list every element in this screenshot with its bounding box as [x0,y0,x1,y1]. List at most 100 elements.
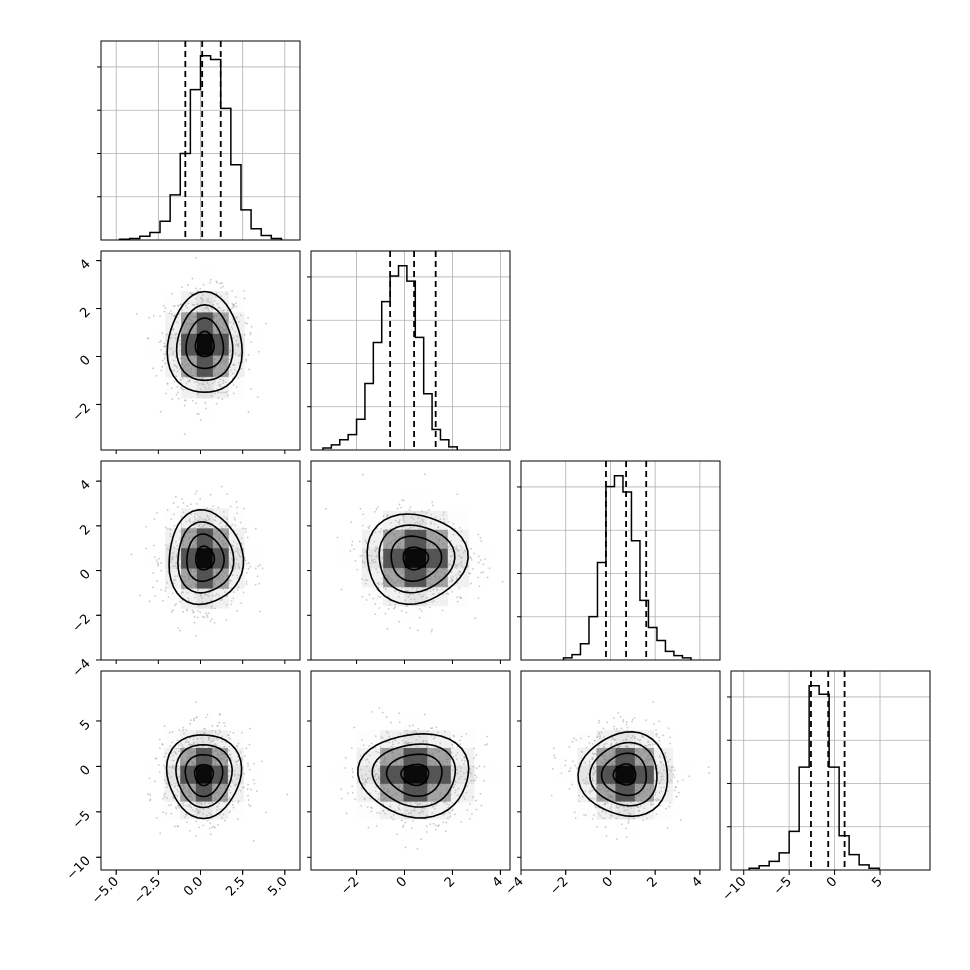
scatter-point [152,572,155,575]
scatter-point [167,772,170,775]
scatter-point [419,523,422,526]
scatter-point [170,803,172,806]
scatter-point [425,596,428,599]
scatter-point [241,537,243,539]
scatter-point [213,380,216,383]
density-cell [195,712,213,731]
scatter-point [199,287,202,290]
scatter-point [184,728,187,731]
scatter-point [374,774,377,777]
scatter-point [370,806,373,809]
scatter-point [199,526,202,529]
scatter-point [237,577,239,579]
scatter-point [163,725,166,727]
scatter-point [417,727,420,730]
scatter-point [380,561,383,564]
density-cell [196,376,214,399]
scatter-point [172,502,175,504]
scatter-point [175,375,178,378]
scatter-point [407,742,410,745]
scatter-point [417,517,420,520]
scatter-point [233,306,235,308]
scatter-point [456,493,459,496]
scatter-point [219,383,222,386]
scatter-point [627,812,630,815]
scatter-point [232,336,235,339]
scatter-point [378,761,381,764]
scatter-point [173,524,176,527]
scatter-point [387,608,390,610]
scatter-point [448,803,451,806]
scatter-point [169,310,172,312]
scatter-point [456,600,459,603]
scatter-point [620,727,623,730]
scatter-point [250,388,253,390]
scatter-point [167,570,169,573]
scatter-point [412,724,414,727]
scatter-point [161,743,164,745]
scatter-point [385,716,388,718]
scatter-point [228,581,231,584]
scatter-point [368,754,371,757]
scatter-point [197,809,200,812]
scatter-point [189,829,191,832]
scatter-point [402,499,405,502]
scatter-point [170,313,173,316]
scatter-point [477,576,480,579]
scatter-point [250,788,252,791]
scatter-point [148,316,151,319]
scatter-point [236,512,238,515]
scatter-point [239,751,242,753]
scatter-point [235,386,238,388]
scatter-point [208,737,210,740]
scatter-point [654,793,657,796]
scatter-point [458,526,461,529]
scatter-point [175,567,178,570]
scatter-point [449,563,452,566]
scatter-point [472,779,475,782]
scatter-point [410,598,412,601]
scatter-point [455,545,458,547]
scatter-point [209,301,212,304]
scatter-point [427,730,429,733]
scatter-point [215,737,218,740]
density-cell [403,712,428,731]
scatter-point [161,359,164,362]
density-cell [196,548,214,569]
scatter-point [228,749,231,752]
scatter-point [232,320,235,323]
scatter-point [203,383,206,386]
scatter-point [435,587,438,590]
scatter-point [217,306,220,309]
scatter-point [423,713,426,716]
panel-content [324,473,504,633]
scatter-point [178,775,181,778]
scatter-point [368,562,371,565]
scatter-point [398,620,401,623]
scatter-point [404,821,407,824]
scatter-point [379,745,382,748]
scatter-point [167,596,170,599]
scatter-point [211,802,214,805]
scatter-point [209,281,211,284]
scatter-point [229,348,232,351]
scatter-point [463,756,466,759]
scatter-point [232,597,235,600]
scatter-point [145,525,148,528]
scatter-point [229,738,232,741]
density-cell [361,586,384,607]
scatter-point [166,797,169,799]
scatter-point [228,789,231,792]
scatter-point [231,523,234,526]
scatter-point [193,304,196,306]
scatter-point [199,296,202,299]
scatter-point [192,521,195,523]
scatter-point [372,561,375,564]
scatter-point [198,801,201,804]
scatter-point [222,382,225,385]
scatter-point [204,801,207,804]
scatter-point [418,812,420,814]
scatter-point [478,561,480,564]
scatter-point [449,737,452,739]
scatter-point [177,744,180,747]
